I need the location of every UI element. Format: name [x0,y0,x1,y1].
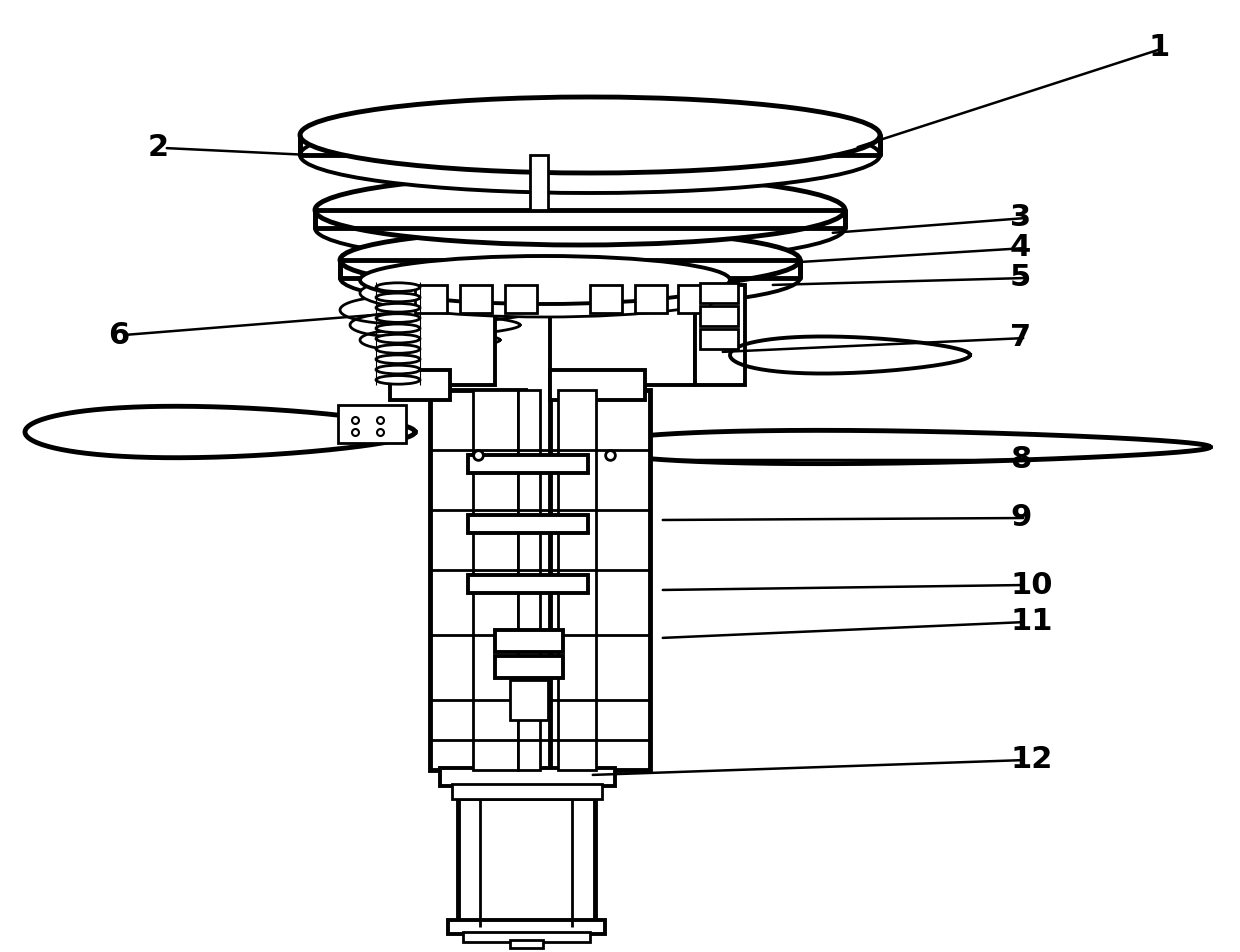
Text: 3: 3 [1011,204,1032,232]
Bar [551,285,694,385]
Bar [518,390,539,770]
Ellipse shape [340,230,800,290]
Bar [529,155,548,210]
Bar [472,390,518,770]
Bar [467,575,588,593]
Bar [551,370,645,400]
Bar [510,680,548,720]
Polygon shape [340,260,800,278]
Text: 7: 7 [1011,324,1032,352]
Ellipse shape [376,375,420,385]
Bar [467,515,588,533]
Ellipse shape [300,117,880,193]
Text: 1: 1 [1148,33,1169,63]
Text: 8: 8 [1011,446,1032,474]
Bar [391,285,495,385]
Polygon shape [340,295,539,325]
Polygon shape [25,407,415,458]
Ellipse shape [376,293,420,302]
Bar [495,656,563,678]
Ellipse shape [376,314,420,323]
Bar [453,784,601,799]
Bar [701,329,738,349]
Polygon shape [315,210,844,228]
Text: 9: 9 [1011,504,1032,532]
Ellipse shape [376,345,420,353]
Bar [440,768,615,786]
Bar [458,798,595,928]
Polygon shape [730,336,970,373]
Bar [430,390,525,770]
Text: 2: 2 [148,133,169,163]
Ellipse shape [376,366,420,374]
Bar [448,920,605,934]
Ellipse shape [360,256,730,304]
Bar [391,285,694,305]
Text: 5: 5 [1011,264,1032,292]
Text: 12: 12 [1011,745,1053,775]
Ellipse shape [376,355,420,364]
Text: 4: 4 [1011,233,1032,263]
Ellipse shape [340,248,800,308]
Ellipse shape [315,193,844,263]
Bar [415,285,446,313]
Bar [701,283,738,303]
Text: 10: 10 [1011,570,1053,600]
Bar [510,940,543,948]
Bar [635,285,667,313]
Polygon shape [300,135,880,155]
Bar [701,306,738,326]
Bar [558,390,596,770]
Bar [678,285,711,313]
Bar [590,285,622,313]
Ellipse shape [376,334,420,343]
Ellipse shape [300,97,880,173]
Text: 11: 11 [1011,607,1053,637]
Polygon shape [360,329,500,350]
Ellipse shape [360,269,730,317]
Bar [694,285,745,385]
Polygon shape [590,430,1210,464]
Bar [391,370,450,400]
Bar [551,390,650,770]
Bar [463,932,590,942]
Ellipse shape [376,283,420,291]
Ellipse shape [315,175,844,245]
Bar [505,285,537,313]
Ellipse shape [376,324,420,332]
Polygon shape [350,312,520,338]
Bar [467,455,588,473]
Ellipse shape [376,304,420,312]
Bar [339,405,405,443]
Text: 6: 6 [108,321,129,349]
Bar [460,285,492,313]
Bar [495,630,563,652]
